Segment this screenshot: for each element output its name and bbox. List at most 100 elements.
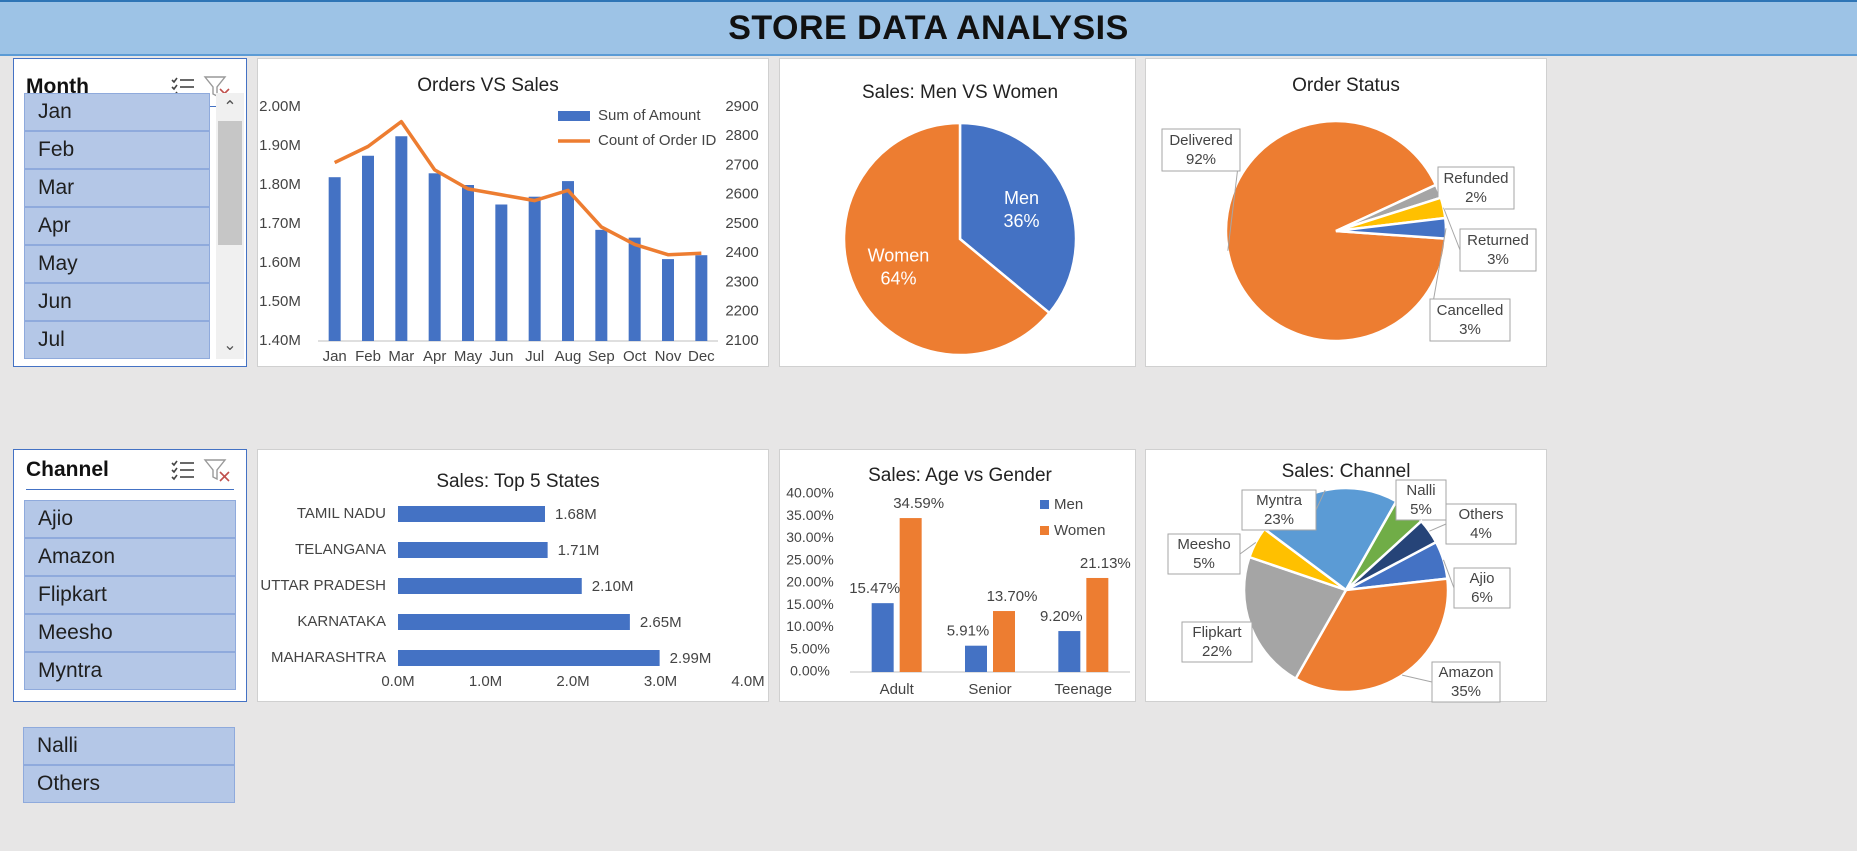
bar-women	[899, 518, 922, 672]
legend-label-count-of-order-id: Count of Order ID	[598, 132, 717, 149]
bar-sum-of-amount	[628, 237, 641, 341]
channel-item-myntra[interactable]: Myntra	[24, 652, 236, 690]
channel-item-meesho[interactable]: Meesho	[24, 614, 236, 652]
month-item-feb[interactable]: Feb	[24, 131, 210, 169]
age-vs-gender-panel: Sales: Age vs Gender 0.00% 5.00% 10.00% 15.0…	[779, 449, 1136, 702]
y-tick-label: 2.00M	[259, 98, 301, 115]
month-item-mar[interactable]: Mar	[24, 169, 210, 207]
x-tick-label: Jun	[489, 348, 513, 365]
y-tick-label: 5.00%	[790, 640, 830, 656]
callout-name-flipkart: Flipkart	[1192, 624, 1242, 641]
callout-name-others: Others	[1458, 506, 1503, 523]
y2-tick-label: 2800	[725, 127, 758, 144]
clear-filter-icon[interactable]	[200, 453, 234, 487]
dashboard-title: STORE DATA ANALYSIS	[728, 8, 1129, 47]
scroll-down-icon[interactable]: ⌄	[223, 337, 237, 354]
x-tick-label: Oct	[623, 348, 647, 365]
dashboard-header: STORE DATA ANALYSIS	[0, 0, 1857, 56]
month-item-jun[interactable]: Jun	[24, 283, 210, 321]
x-tick-label: Aug	[555, 348, 582, 365]
channel-slicer-header: Channel	[26, 450, 234, 490]
y2-tick-label: 2500	[725, 215, 758, 232]
bar-state	[398, 578, 582, 594]
callout-name-nalli: Nalli	[1406, 482, 1435, 499]
callout-name-delivered: Delivered	[1169, 132, 1232, 149]
month-item-apr[interactable]: Apr	[24, 207, 210, 245]
x-tick-label: 3.0M	[644, 673, 677, 690]
callout-name-returned: Returned	[1467, 232, 1529, 249]
bar-value-label: 13.70%	[987, 588, 1038, 605]
bar-women	[1086, 577, 1109, 672]
month-item-jan[interactable]: Jan	[24, 93, 210, 131]
x-tick-label: Nov	[655, 348, 682, 365]
month-item-may[interactable]: May	[24, 245, 210, 283]
state-label: TAMIL NADU	[297, 505, 386, 522]
callout-box	[1459, 228, 1537, 272]
y-tick-label: 15.00%	[786, 596, 833, 612]
chart-title: Order Status	[1292, 75, 1400, 96]
y2-tick-label: 2700	[725, 156, 758, 173]
channel-item-others[interactable]: Others	[23, 765, 235, 803]
bar-sum-of-amount	[695, 255, 708, 341]
scroll-up-icon[interactable]: ⌃	[223, 99, 237, 116]
leader-line	[1315, 489, 1326, 511]
channel-item-ajio[interactable]: Ajio	[24, 500, 236, 538]
men-vs-women-chart: Sales: Men VS Women Men 36% Women 64%	[842, 82, 1078, 357]
month-item-jul[interactable]: Jul	[24, 321, 210, 359]
sales-channel-panel: Sales: Channel Ajio 6% Amazon 35% Flipkart 22%…	[1145, 449, 1547, 703]
y-tick-label: 1.60M	[259, 254, 301, 271]
bar-men	[965, 645, 987, 672]
orders-vs-sales-panel: Orders VS Sales 1.40M 1.50M 1.60M 1.70M 1.80M…	[257, 58, 769, 367]
bar-sum-of-amount	[428, 173, 441, 341]
pie-label-value-men: 36%	[1004, 211, 1040, 231]
x-tick-label: Dec	[688, 348, 715, 365]
y-tick-label: 30.00%	[786, 529, 833, 545]
callout-value-flipkart: 22%	[1202, 643, 1232, 660]
x-tick-label: 0.0M	[381, 673, 414, 690]
bar-sum-of-amount	[662, 259, 674, 341]
order-status-panel: Order Status Delivered 92% Refunded 2% Return…	[1145, 58, 1547, 367]
age-vs-gender-chart: Sales: Age vs Gender 0.00% 5.00% 10.00% 15.0…	[786, 465, 1131, 698]
legend-swatch-men	[1040, 500, 1049, 509]
channel-item-flipkart[interactable]: Flipkart	[24, 576, 236, 614]
pie-slice-amazon	[1293, 577, 1450, 694]
scroll-thumb[interactable]	[218, 121, 242, 245]
leader-line	[1442, 559, 1455, 589]
multi-select-icon[interactable]	[166, 453, 200, 487]
y-tick-label: 1.50M	[259, 293, 301, 310]
y2-tick-label: 2900	[725, 98, 758, 115]
leader-line	[1429, 523, 1447, 532]
y-tick-label: 1.80M	[259, 176, 301, 193]
bar-sum-of-amount	[495, 204, 508, 341]
month-scrollbar[interactable]: ⌃ ⌄	[216, 93, 244, 359]
bar-value-label: 2.65M	[640, 614, 682, 631]
pie-slice-women	[842, 121, 1052, 357]
channel-slicer-title: Channel	[26, 457, 109, 481]
callout-name-amazon: Amazon	[1438, 664, 1493, 681]
callout-value-returned: 3%	[1487, 251, 1509, 268]
state-label: UTTAR PRADESH	[260, 577, 386, 594]
callout-box	[1429, 298, 1511, 342]
callout-box	[1453, 567, 1511, 609]
leader-line	[1239, 542, 1257, 555]
slicer-item-label: Amazon	[38, 545, 116, 568]
callout-value-refunded: 2%	[1465, 189, 1487, 206]
callout-value-cancelled: 3%	[1459, 321, 1481, 338]
x-tick-label: Jul	[525, 348, 544, 365]
legend-label-women: Women	[1054, 522, 1105, 539]
channel-item-nalli[interactable]: Nalli	[23, 727, 235, 765]
month-slicer-title: Month	[26, 74, 89, 98]
y-tick-label: 40.00%	[786, 485, 833, 501]
bar-sum-of-amount	[395, 136, 408, 341]
bar-sum-of-amount	[462, 185, 474, 341]
slicer-item-label: Meesho	[38, 621, 113, 644]
callout-box	[1395, 479, 1447, 521]
callout-box	[1167, 533, 1241, 575]
x-tick-label: 4.0M	[731, 673, 764, 690]
channel-item-amazon[interactable]: Amazon	[24, 538, 236, 576]
x-tick-label: Feb	[355, 348, 381, 365]
bar-value-label: 5.91%	[947, 623, 990, 640]
x-tick-label: Teenage	[1055, 681, 1113, 698]
y-tick-label: 20.00%	[786, 574, 833, 590]
bar-women	[993, 611, 1015, 672]
